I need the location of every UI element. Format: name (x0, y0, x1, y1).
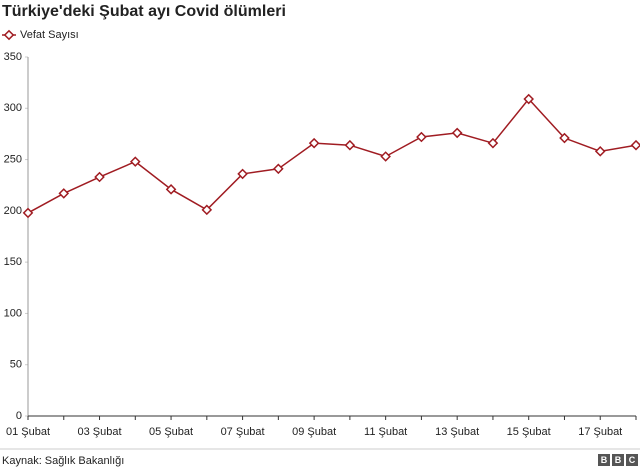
point (273, 163, 284, 175)
x-tick-label: 09 Şubat (292, 426, 336, 438)
point (416, 131, 427, 143)
x-tick-label: 05 Şubat (149, 426, 193, 438)
x-tick-label: 11 Şubat (364, 426, 407, 438)
point (308, 137, 320, 149)
y-tick-label: 150 (4, 256, 22, 268)
point (165, 184, 177, 195)
x-tick-label: 15 Şubat (507, 426, 551, 438)
x-tick-label: 07 Şubat (221, 426, 265, 438)
source: Kaynak: Sağlık Bakanlığı (2, 455, 124, 467)
logo-letter: C (629, 455, 636, 465)
point (630, 139, 640, 151)
point (94, 171, 105, 183)
y-tick-label: 100 (4, 307, 22, 319)
logo-box (598, 454, 610, 466)
y-tick-label: 300 (4, 102, 22, 114)
point (451, 127, 463, 139)
x-tick-label: 13 Şubat (435, 426, 479, 438)
y-tick-label: 0 (16, 410, 22, 422)
point (523, 93, 535, 105)
x-tick-label: 01 Şubat (6, 426, 50, 438)
point (487, 137, 499, 149)
logo-box (612, 454, 624, 466)
y-tick-label: 350 (4, 51, 22, 63)
point (22, 207, 34, 219)
point (594, 146, 606, 157)
point (129, 156, 141, 167)
point (344, 139, 356, 151)
point (559, 132, 570, 144)
chart-title: Türkiye'deki Şubat ayı Covid ölümleri (2, 3, 286, 20)
x-tick-label: 17 Şubat (578, 426, 622, 438)
line (27, 97, 637, 214)
point (58, 188, 70, 199)
logo-box (626, 454, 638, 466)
point (380, 151, 391, 162)
logo-letter: B (615, 455, 622, 465)
point (201, 204, 213, 216)
y-tick-label: 200 (4, 205, 22, 217)
y-tick-label: 50 (10, 359, 22, 371)
logo-letter: B (601, 455, 608, 465)
x-tick-label: 03 Şubat (78, 426, 122, 438)
legend-marker (3, 29, 15, 41)
point (237, 168, 248, 180)
y-tick-label: 250 (4, 153, 22, 165)
legend-label: Vefat Sayısı (20, 29, 79, 41)
